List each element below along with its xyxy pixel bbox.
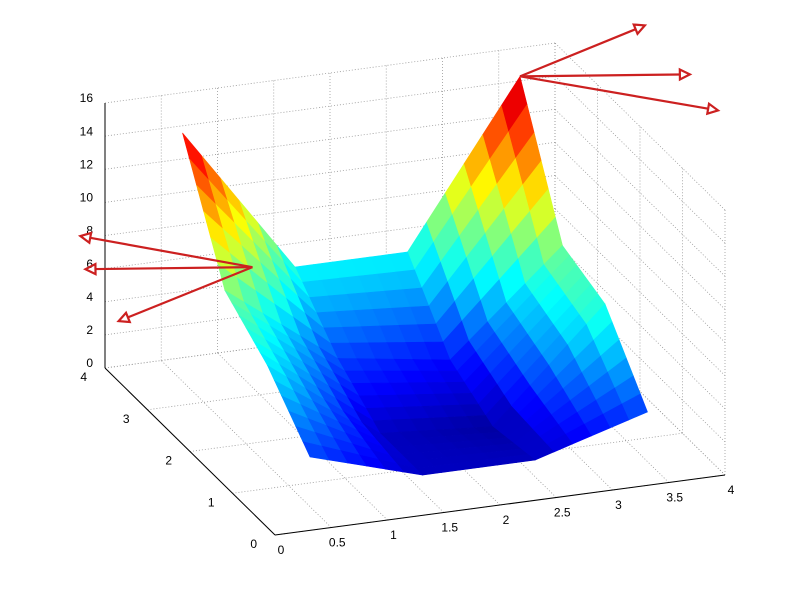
y-tick-label: 0	[250, 537, 257, 551]
x-tick-label: 1	[390, 528, 397, 542]
grid-line	[554, 241, 726, 410]
x-tick-label: 3.5	[666, 491, 683, 505]
arrow-head	[116, 310, 132, 324]
x-tick-label: 0.5	[329, 536, 346, 550]
x-tick-label: 2.5	[554, 506, 571, 520]
z-tick-label: 10	[80, 191, 94, 205]
grid-line	[104, 108, 556, 170]
vector-arrow	[83, 262, 253, 276]
x-tick-label: 0	[278, 543, 285, 557]
grid-line	[554, 42, 726, 211]
y-axis	[104, 367, 276, 536]
z-tick-label: 6	[86, 257, 93, 271]
z-tick-label: 14	[80, 124, 94, 138]
arrow-shaft	[519, 75, 709, 110]
grid-line	[232, 432, 683, 494]
z-tick-label: 16	[80, 91, 94, 105]
grid-line	[160, 360, 332, 528]
vector-arrow	[519, 67, 693, 82]
vector-arrow	[116, 266, 253, 324]
arrow-head	[678, 67, 693, 82]
z-tick-label: 2	[86, 323, 93, 337]
z-tick-label: 4	[86, 290, 93, 304]
grid-line	[554, 108, 726, 277]
vector-arrow	[77, 231, 253, 269]
grid-line	[554, 175, 726, 343]
arrow-shaft	[95, 266, 253, 271]
grid-line	[554, 142, 726, 310]
surface-patch	[302, 441, 330, 461]
arrow-shaft	[127, 266, 253, 319]
grid-line	[554, 75, 726, 244]
x-axis	[274, 474, 726, 536]
z-tick-label: 8	[86, 224, 93, 238]
arrow-head	[83, 262, 97, 276]
y-tick-label: 2	[165, 454, 172, 468]
x-tick-label: 3	[615, 498, 622, 512]
arrow-head	[632, 23, 648, 36]
vector-arrow	[519, 75, 721, 116]
grid-line	[217, 352, 388, 521]
arrow-shaft	[90, 236, 253, 269]
y-tick-label: 1	[208, 495, 215, 509]
vector-arrow	[519, 23, 648, 78]
arrow-head	[705, 101, 721, 116]
z-tick-label: 12	[80, 157, 94, 171]
y-tick-label: 3	[123, 412, 130, 426]
z-tick-label: 0	[86, 356, 93, 370]
arrow-head	[77, 231, 93, 245]
x-tick-label: 2	[503, 513, 510, 527]
x-tick-label: 4	[728, 483, 735, 497]
arrow-shaft	[519, 28, 637, 78]
grid-line	[104, 75, 556, 137]
grid-line	[554, 208, 726, 376]
grid-line	[104, 42, 556, 104]
y-tick-label: 4	[80, 370, 87, 384]
x-tick-label: 1.5	[441, 521, 458, 535]
arrow-shaft	[519, 73, 680, 78]
